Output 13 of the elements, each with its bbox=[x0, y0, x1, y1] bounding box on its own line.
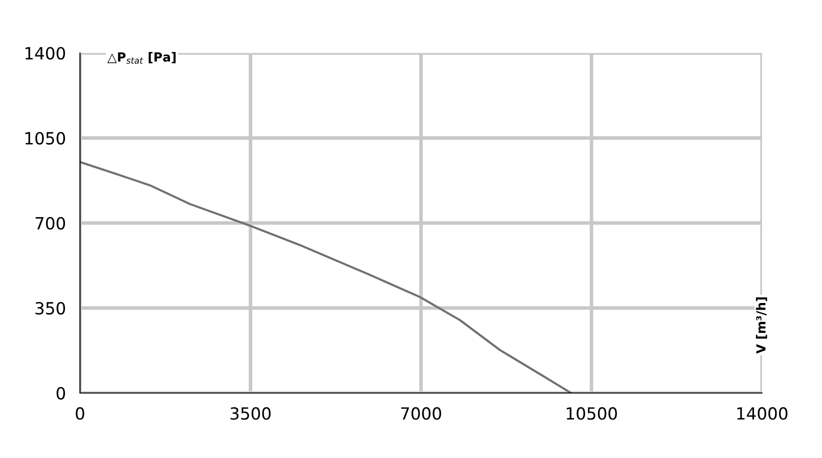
x-tick-label: 10500 bbox=[566, 407, 617, 420]
line-series bbox=[80, 161, 572, 393]
y-tick-label: 1400 bbox=[26, 46, 66, 60]
y-axis-title: △P$_{stat}$ [Pa] bbox=[107, 52, 176, 64]
y-tick-label: 350 bbox=[36, 302, 66, 315]
y-tick-label: 700 bbox=[36, 216, 66, 230]
annotation: V [m³/h] bbox=[756, 297, 768, 354]
x-tick-label: 14000 bbox=[737, 407, 788, 420]
x-tick-label: 3500 bbox=[230, 407, 271, 420]
x-tick-label: 0 bbox=[76, 407, 84, 420]
x-tick-label: 7000 bbox=[401, 407, 442, 420]
y-tick-label: 1050 bbox=[26, 132, 66, 145]
y-tick-label: 0 bbox=[56, 386, 66, 400]
